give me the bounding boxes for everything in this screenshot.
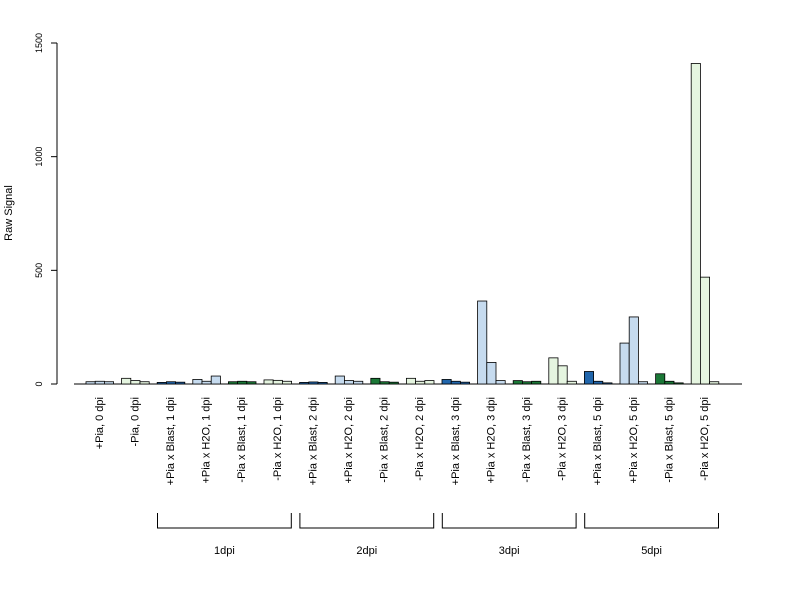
bar xyxy=(548,357,559,385)
bar xyxy=(486,362,497,385)
bar xyxy=(370,377,381,385)
bar xyxy=(638,381,649,385)
bar xyxy=(557,365,568,385)
group-label: 3dpi xyxy=(499,545,520,557)
bar xyxy=(522,381,533,385)
bar xyxy=(94,380,105,385)
bar xyxy=(130,380,141,385)
group-bracket xyxy=(584,513,719,529)
bar xyxy=(566,380,577,385)
bar xyxy=(104,381,115,385)
y-tick-label: 0 xyxy=(34,381,44,386)
x-tick-label: +Pia x Blast, 3 dpi xyxy=(450,397,462,485)
x-tick-label: +Pia x H2O, 5 dpi xyxy=(628,397,640,484)
bar xyxy=(512,380,523,385)
x-tick-label: -Pia, 0 dpi xyxy=(129,397,141,447)
bar xyxy=(628,316,639,385)
bar xyxy=(619,342,630,385)
bar xyxy=(690,63,701,385)
bar xyxy=(308,381,319,385)
bar xyxy=(317,382,328,385)
x-tick-label: +Pia x Blast, 1 dpi xyxy=(165,397,177,485)
bar xyxy=(593,380,604,385)
bar xyxy=(415,380,426,385)
bar xyxy=(246,381,257,385)
bars xyxy=(85,63,720,385)
x-tick-label: +Pia x Blast, 5 dpi xyxy=(592,397,604,485)
bar xyxy=(700,276,711,385)
x-tick-label: -Pia x H2O, 2 dpi xyxy=(414,397,426,481)
group-bracket xyxy=(441,513,577,529)
x-tick-label: +Pia x H2O, 2 dpi xyxy=(343,397,355,484)
bar xyxy=(210,375,221,385)
bar xyxy=(405,377,416,385)
bar xyxy=(353,380,364,385)
group-bracket xyxy=(157,513,292,529)
bar xyxy=(281,380,292,385)
bar xyxy=(709,381,720,385)
group-label: 5dpi xyxy=(641,545,662,557)
y-tick-label: 500 xyxy=(34,263,44,278)
bar xyxy=(673,382,684,385)
bar xyxy=(85,381,96,385)
bar xyxy=(334,375,345,385)
group-brackets: 1dpi 2dpi 3dpi 5dpi xyxy=(157,513,719,557)
bar xyxy=(379,381,390,385)
bar xyxy=(227,381,238,385)
bar xyxy=(165,381,176,385)
x-tick-label: +Pia x H2O, 1 dpi xyxy=(201,397,213,484)
bar xyxy=(263,379,274,385)
bar xyxy=(175,381,186,385)
bar xyxy=(459,381,470,385)
bar xyxy=(156,382,167,385)
bar xyxy=(441,379,452,385)
x-tick-label: -Pia x Blast, 5 dpi xyxy=(663,397,675,483)
bar xyxy=(531,380,542,385)
group-label: 1dpi xyxy=(214,545,235,557)
x-tick-label: -Pia x Blast, 3 dpi xyxy=(521,397,533,483)
bar xyxy=(602,382,613,385)
bar xyxy=(495,380,506,385)
bar xyxy=(664,380,675,385)
y-axis: 0 500 1000 1500 xyxy=(34,33,58,387)
x-tick-label: -Pia x Blast, 1 dpi xyxy=(236,397,248,483)
group-bracket xyxy=(299,513,435,529)
bar xyxy=(655,373,666,385)
bar xyxy=(343,380,354,385)
bar xyxy=(139,381,150,385)
x-tick-label: +Pia x Blast, 2 dpi xyxy=(307,397,319,485)
x-tick-labels: +Pia, 0 dpi -Pia, 0 dpi +Pia x Blast, 1 dp… xyxy=(94,397,711,485)
bar xyxy=(388,381,399,385)
x-tick-label: -Pia x H2O, 5 dpi xyxy=(699,397,711,481)
bar xyxy=(424,380,435,385)
y-axis-label: Raw Signal xyxy=(3,185,15,241)
bar xyxy=(584,371,595,385)
bar xyxy=(272,379,283,385)
y-tick-label: 1500 xyxy=(34,33,44,53)
x-tick-label: +Pia x H2O, 3 dpi xyxy=(485,397,497,484)
bar xyxy=(201,380,212,385)
x-tick-label: -Pia x H2O, 3 dpi xyxy=(557,397,569,481)
x-tick-label: +Pia, 0 dpi xyxy=(94,397,106,449)
bar xyxy=(477,300,488,385)
y-tick-label: 1000 xyxy=(34,147,44,167)
bar xyxy=(299,382,310,385)
x-tick-label: -Pia x H2O, 1 dpi xyxy=(272,397,284,481)
x-tick-label: -Pia x Blast, 2 dpi xyxy=(379,397,391,483)
bar xyxy=(237,380,248,385)
bar xyxy=(450,380,461,385)
bar xyxy=(192,379,203,385)
group-label: 2dpi xyxy=(356,545,377,557)
bar xyxy=(121,377,132,385)
